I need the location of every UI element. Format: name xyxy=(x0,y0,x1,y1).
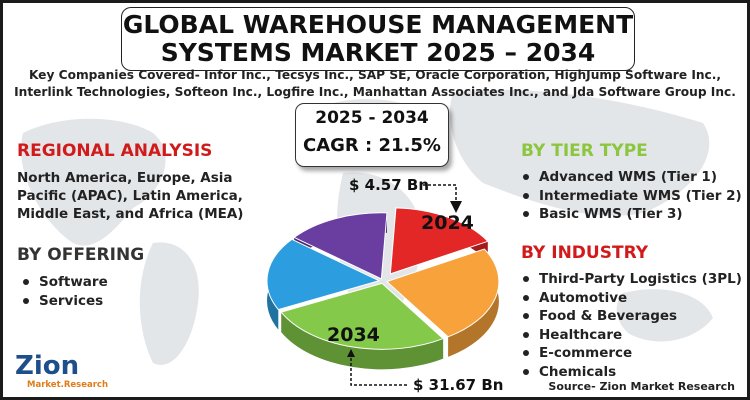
logo-word: Zion xyxy=(15,351,80,381)
annotation-2034-value: $ 31.67 Bn xyxy=(413,376,503,394)
annotation-2034-arrow xyxy=(347,349,355,357)
pie-slice xyxy=(266,238,381,311)
regional-analysis-heading: REGIONAL ANALYSIS xyxy=(17,141,213,161)
tier-item: Basic WMS (Tier 3) xyxy=(521,205,742,224)
industry-item: Food & Beverages xyxy=(521,307,742,326)
offering-item: Software xyxy=(21,273,108,292)
title-line-2: SYSTEMS MARKET 2025 – 2034 xyxy=(160,38,596,67)
tier-item: Advanced WMS (Tier 1) xyxy=(521,168,742,187)
industry-item: Automotive xyxy=(521,289,742,308)
title-box: GLOBAL WAREHOUSE MANAGEMENT SYSTEMS MARK… xyxy=(121,7,635,71)
zion-logo: Zion Market.Research xyxy=(15,351,115,391)
industry-item: Healthcare xyxy=(521,326,742,345)
cagr-value: CAGR : 21.5% xyxy=(303,135,441,156)
tier-item: Intermediate WMS (Tier 2) xyxy=(521,187,742,206)
annotation-2024-value: $ 4.57 Bn xyxy=(349,176,429,194)
pie-slice xyxy=(385,248,500,338)
by-tier-type-heading: BY TIER TYPE xyxy=(521,141,648,161)
by-offering-heading: BY OFFERING xyxy=(17,245,145,265)
logo-subtitle: Market.Research xyxy=(27,380,109,390)
key-companies-text: Key Companies Covered- Infor Inc., Tecsy… xyxy=(14,68,736,99)
by-industry-heading: BY INDUSTRY xyxy=(521,243,649,263)
offering-item: Services xyxy=(21,292,108,311)
pie-label-2034: 2034 xyxy=(327,324,380,346)
industry-item: Third-Party Logistics (3PL) xyxy=(521,270,742,289)
source-text: Source- Zion Market Research xyxy=(548,380,735,393)
pie-slice xyxy=(280,282,445,350)
annotation-2034-leader xyxy=(350,353,407,386)
regional-analysis-text: North America, Europe, Asia Pacific (APA… xyxy=(17,170,244,222)
industry-item: Chemicals xyxy=(521,363,742,382)
market-pie-chart: $ 4.57 Bn 2024 $ 31.67 Bn 2034 xyxy=(266,176,503,394)
offering-list: Software Services xyxy=(21,273,108,310)
cagr-box: 2025 - 2034 CAGR : 21.5% xyxy=(295,103,449,167)
pie-slice-side xyxy=(281,312,444,370)
tier-list: Advanced WMS (Tier 1) Intermediate WMS (… xyxy=(521,168,742,224)
industry-item: E-commerce xyxy=(521,344,742,363)
industry-list: Third-Party Logistics (3PL) Automotive F… xyxy=(521,270,742,382)
annotation-2024-leader xyxy=(423,184,462,213)
pie-label-2024: 2024 xyxy=(421,212,474,234)
cagr-years: 2025 - 2034 xyxy=(315,108,429,128)
pie-slice xyxy=(389,207,489,275)
pie-slice xyxy=(293,212,388,280)
title-line-1: GLOBAL WAREHOUSE MANAGEMENT xyxy=(122,10,634,39)
pie-slice-side xyxy=(448,249,499,357)
